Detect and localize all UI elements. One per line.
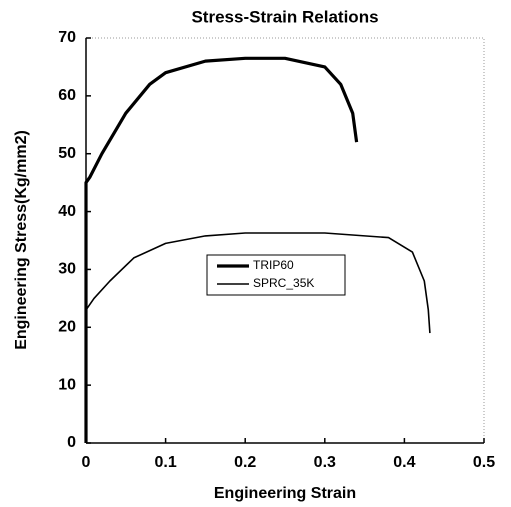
y-tick-label: 0 — [67, 434, 76, 451]
x-axis-label: Engineering Strain — [214, 485, 356, 502]
x-tick-label: 0.2 — [234, 454, 256, 471]
y-tick-label: 30 — [58, 261, 76, 278]
x-tick-label: 0 — [82, 454, 91, 471]
legend-label: SPRC_35K — [253, 276, 314, 290]
plot-frame — [85, 37, 485, 444]
y-tick-label: 20 — [58, 319, 76, 336]
y-axis-label: Engineering Stress(Kg/mm2) — [13, 130, 30, 350]
series-line — [85, 232, 431, 443]
x-tick-label: 0.5 — [473, 454, 495, 471]
x-tick-label: 0.1 — [154, 454, 176, 471]
y-tick-label: 60 — [58, 87, 76, 104]
chart-title: Stress-Strain Relations — [191, 7, 378, 26]
x-tick-label: 0.3 — [314, 454, 336, 471]
y-tick-label: 70 — [58, 29, 76, 46]
legend-box — [206, 254, 346, 296]
x-tick-label: 0.4 — [393, 454, 415, 471]
y-tick-label: 40 — [58, 203, 76, 220]
legend-label: TRIP60 — [253, 258, 294, 272]
y-tick-label: 10 — [58, 376, 76, 393]
y-tick-label: 50 — [58, 145, 76, 162]
series-line — [84, 56, 359, 443]
